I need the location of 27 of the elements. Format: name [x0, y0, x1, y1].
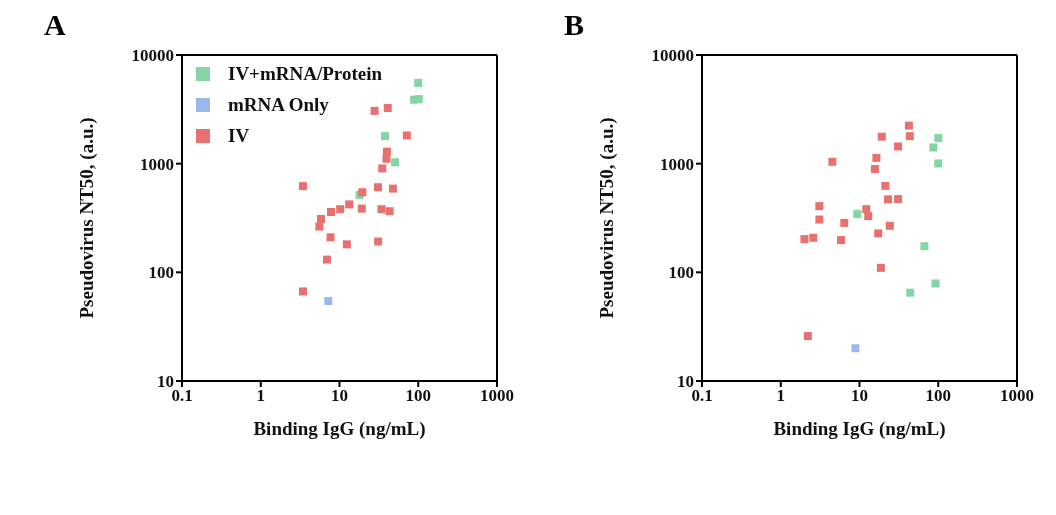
x-axis-title: Binding IgG (ng/mL): [773, 418, 946, 440]
x-tick-label: 100: [925, 386, 951, 406]
x-tick-label: 10: [851, 386, 868, 406]
y-tick-label: 100: [148, 263, 174, 283]
x-tick-label: 1: [256, 386, 265, 406]
legend-label: IV+mRNA/Protein: [228, 62, 383, 85]
x-tick-label: 0.1: [171, 386, 193, 406]
legend-label: mRNA Only: [228, 93, 329, 116]
y-tick-label: 1000: [660, 154, 694, 174]
y-tick-label: 10: [677, 372, 694, 392]
x-tick-label: 1000: [1000, 386, 1034, 406]
y-tick-label: 10000: [651, 46, 694, 66]
legend-label: IV: [228, 124, 250, 147]
x-tick-label: 1: [776, 386, 785, 406]
x-tick-label: 10: [331, 386, 348, 406]
chart-title: B: [564, 8, 585, 42]
x-tick-label: 1000: [480, 386, 514, 406]
x-tick-label: 100: [405, 386, 431, 406]
y-axis-title: Pseudovirus NT50, (a.u.): [75, 117, 98, 319]
x-axis-title: Binding IgG (ng/mL): [253, 418, 426, 440]
chart-title: A: [44, 8, 66, 42]
y-tick-label: 10000: [131, 46, 174, 66]
y-tick-label: 100: [668, 263, 694, 283]
y-tick-label: 10: [157, 372, 174, 392]
x-tick-label: 0.1: [691, 386, 713, 406]
y-tick-label: 1000: [140, 154, 174, 174]
y-axis-title: Pseudovirus NT50, (a.u.): [595, 117, 618, 319]
